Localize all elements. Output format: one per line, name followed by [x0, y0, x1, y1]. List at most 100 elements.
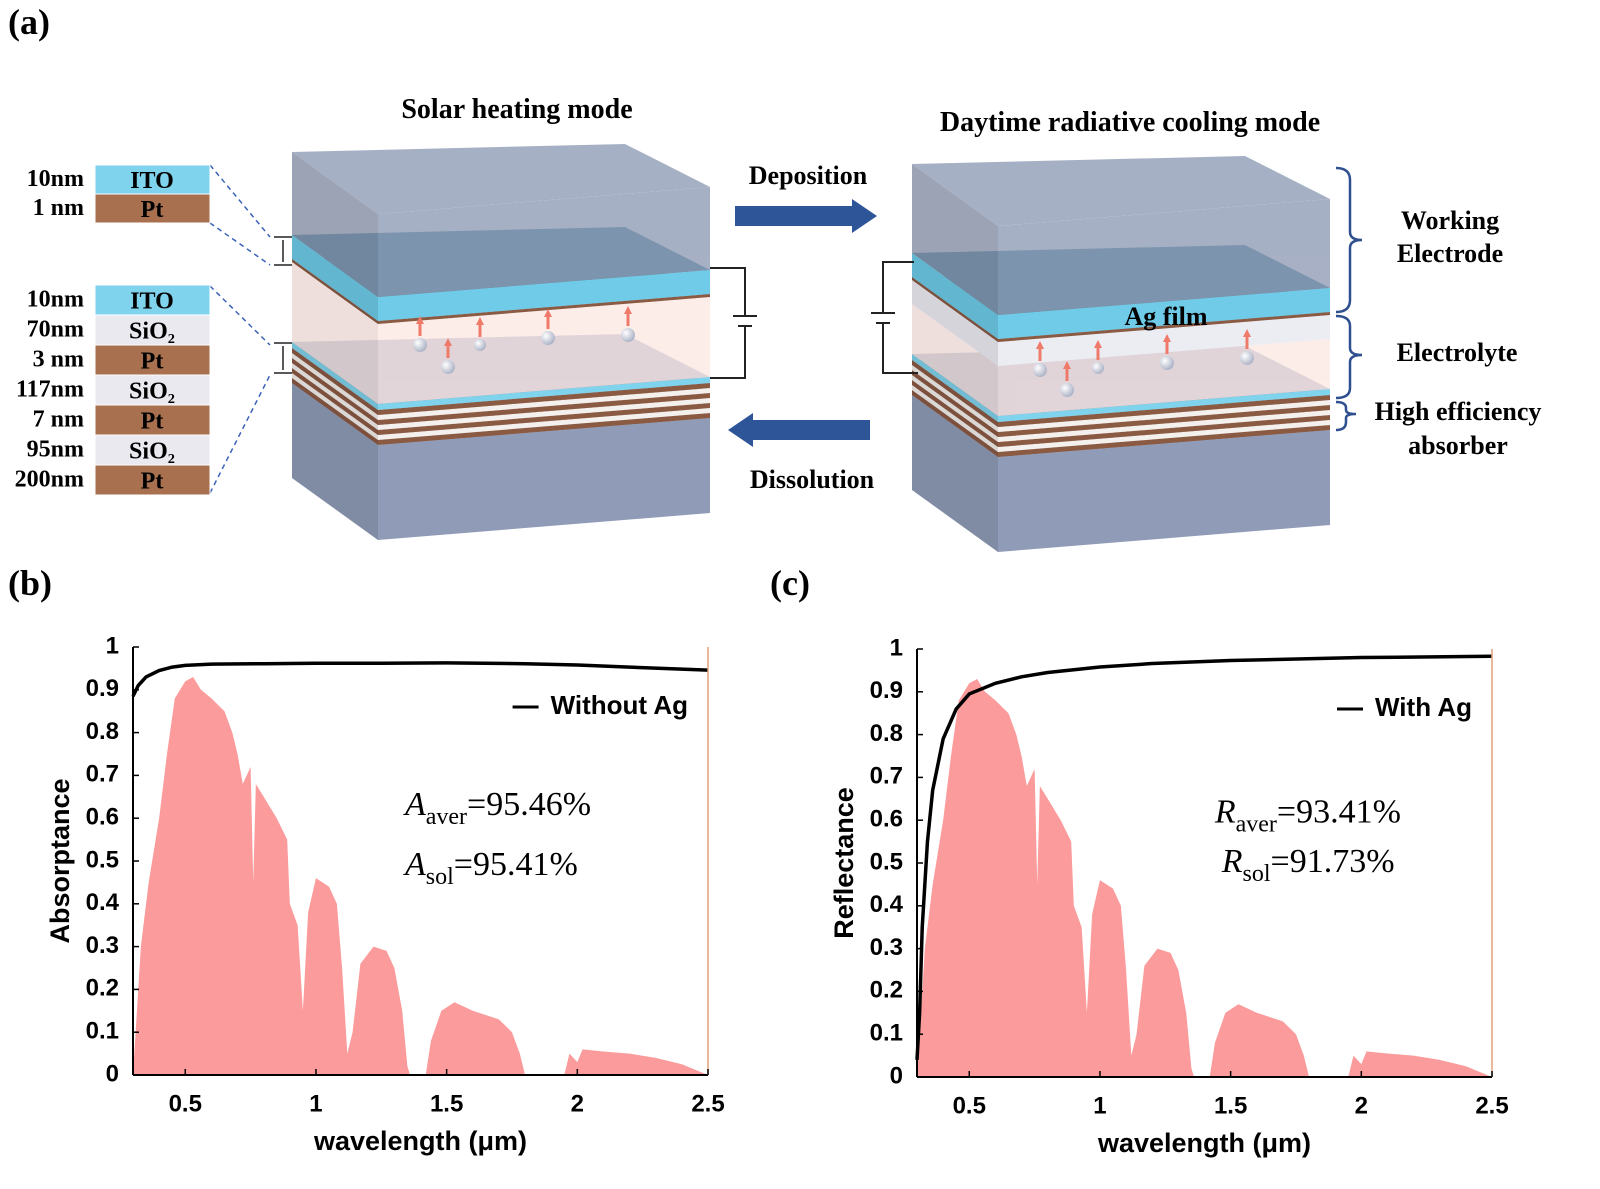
layer-shade	[912, 395, 998, 552]
ion-bubble	[621, 328, 635, 342]
layer-box	[94, 164, 211, 195]
panel-label: (b)	[8, 563, 52, 603]
layer-shade	[912, 354, 998, 422]
layer-left	[912, 395, 998, 552]
layer-front	[378, 408, 710, 440]
spectrum-area	[917, 678, 1492, 1077]
layer-material: Pt	[141, 469, 164, 495]
x-axis-label: wavelength (μm)	[313, 1126, 527, 1156]
y-tick-label: 0.4	[870, 891, 904, 918]
layer-thickness: 1 nm	[33, 195, 84, 221]
y-tick-label: 0.3	[870, 934, 903, 961]
layer-left	[292, 378, 378, 445]
ion-bubble	[541, 331, 555, 345]
annotation-subscript: sol	[1243, 861, 1271, 887]
layer-front	[378, 270, 710, 321]
diagram-decor	[209, 164, 1363, 494]
annotation-subscript: sol	[426, 864, 454, 890]
ion-arrow-head	[1094, 340, 1102, 348]
panel-label: (c)	[770, 563, 810, 603]
x-axis-label: wavelength (μm)	[1097, 1128, 1311, 1158]
x-tick-label: 0.5	[169, 1090, 202, 1117]
layer-shade	[292, 383, 378, 540]
layer-left	[912, 385, 998, 452]
y-tick-label: 0.9	[870, 677, 903, 704]
layer-left	[292, 152, 378, 297]
layer-left	[292, 363, 378, 430]
device-illustration	[292, 144, 1330, 552]
ion-arrow-head	[1243, 329, 1251, 337]
annotation-value: =93.41%	[1277, 793, 1401, 830]
layer-shade	[292, 358, 378, 425]
layer-front	[378, 377, 710, 410]
layer-front	[998, 395, 1330, 427]
y-tick-label: 0.4	[86, 889, 120, 916]
data-line	[131, 661, 709, 697]
x-tick-label: 1	[1093, 1092, 1106, 1119]
ion-arrow-head	[476, 317, 484, 325]
layer-left	[912, 375, 998, 442]
layer-left	[912, 164, 998, 315]
dissolution-arrow	[728, 413, 870, 447]
brace-label: Electrode	[1397, 239, 1503, 268]
layer-front	[378, 398, 710, 430]
layer-front	[378, 187, 710, 297]
y-tick-label: 0.1	[86, 1018, 119, 1045]
ion-bubble	[474, 339, 486, 351]
layer-shade	[292, 363, 378, 430]
layer-shade	[292, 373, 378, 440]
spectrum-area	[133, 676, 708, 1075]
layer-shade	[912, 277, 998, 342]
layer-front	[378, 294, 710, 324]
layer-front	[378, 388, 710, 420]
legend-label: With Ag	[1375, 692, 1472, 722]
annotation: Rsol=91.73%	[1221, 843, 1395, 887]
layer-shade	[912, 280, 998, 366]
layer-material: Pt	[141, 349, 164, 375]
brace-label: Electrolyte	[1397, 338, 1518, 367]
layer-box	[94, 404, 211, 436]
layer-left	[292, 368, 378, 435]
layer-thickness: 10nm	[27, 287, 84, 313]
layer-label: Ag film	[1124, 302, 1207, 331]
annotation-subscript: aver	[1236, 811, 1277, 837]
annotation: Asol=95.41%	[403, 846, 578, 890]
x-tick-label: 1.5	[430, 1090, 463, 1117]
y-tick-label: 0.5	[86, 846, 119, 873]
layer-left	[912, 390, 998, 457]
mode-title: Daytime radiative cooling mode	[940, 107, 1320, 138]
y-tick-label: 0.6	[86, 804, 119, 831]
x-tick-label: 2	[1355, 1092, 1368, 1119]
layer-material: ITO	[130, 289, 174, 315]
layer-left	[912, 277, 998, 342]
layer-left	[912, 370, 998, 437]
x-tick-label: 0.5	[953, 1092, 986, 1119]
brace-label: High efficiency	[1375, 397, 1542, 426]
y-tick-label: 0.3	[86, 932, 119, 959]
layer-shade	[292, 342, 378, 410]
annotation-symbol: R	[1221, 843, 1243, 880]
layer-shade	[292, 353, 378, 420]
layer-shade	[292, 259, 378, 324]
panel-label: (a)	[8, 2, 50, 42]
layer-front	[998, 425, 1330, 457]
deposition-arrow	[735, 199, 877, 233]
layer-shade	[912, 365, 998, 432]
layer-box	[94, 284, 211, 316]
layer-left	[912, 280, 998, 366]
layer-box	[94, 314, 211, 346]
layer-left	[912, 360, 998, 427]
layer-left	[912, 354, 998, 422]
y-tick-label: 0.2	[86, 975, 119, 1002]
layer-shade	[912, 370, 998, 437]
chart: 0 0.1 0.2 0.3 0.4 0.5 0.6 0.7 0.8 0.9 1 0.5 1 1.5 2 2.5…	[770, 563, 1509, 1158]
wire	[882, 261, 918, 374]
layer-shade	[292, 378, 378, 445]
ion-arrow-head	[624, 306, 632, 314]
brace-label: absorber	[1408, 431, 1508, 460]
brace-label: Working	[1401, 206, 1499, 235]
y-tick-label: 1	[890, 634, 903, 661]
layer-material: Pt	[141, 197, 164, 223]
layer-shade	[292, 262, 378, 404]
